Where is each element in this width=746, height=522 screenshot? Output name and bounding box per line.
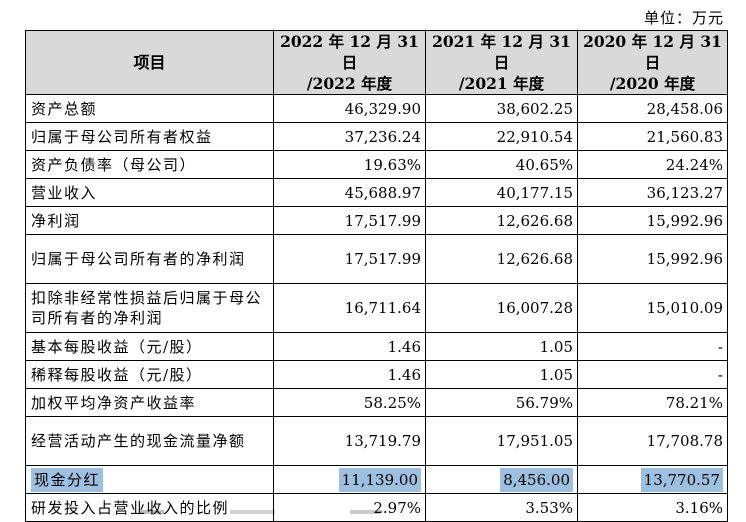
cell-2021: 17,951.05 (425, 416, 578, 466)
row-label: 归属于母公司所有者的净利润 (25, 234, 274, 284)
header-item: 项目 (25, 30, 274, 95)
header-row: 项目 2022 年 12 月 31 日 /2022 年度 2021 年 12 月… (25, 30, 728, 95)
header-col-2022: 2022 年 12 月 31 日 /2022 年度 (273, 30, 426, 95)
row-label: 净利润 (25, 206, 274, 235)
row-label: 基本每股收益（元/股） (25, 332, 274, 361)
row-label: 稀释每股收益（元/股） (25, 360, 274, 389)
row-revenue: 营业收入 45,688.97 40,177.15 36,123.27 (25, 178, 728, 207)
cell-2020: 28,458.06 (577, 94, 728, 123)
cell-2020: 36,123.27 (577, 178, 728, 207)
cell-2021: 16,007.28 (425, 283, 578, 333)
cell-2022: 13,719.79 (273, 416, 426, 466)
cell-2022: 17,517.99 (273, 234, 426, 284)
cell-2022: 19.63% (273, 150, 426, 179)
cell-2022: 17,517.99 (273, 206, 426, 235)
header-col-2021-line2: /2021 年度 (458, 74, 545, 93)
cell-2021: 1.05 (425, 332, 578, 361)
cell-2022: 46,329.90 (273, 94, 426, 123)
cell-2021: 12,626.68 (425, 234, 578, 284)
row-parent-equity: 归属于母公司所有者权益 37,236.24 22,910.54 21,560.8… (25, 122, 728, 151)
row-debt-ratio: 资产负债率（母公司） 19.63% 40.65% 24.24% (25, 150, 728, 179)
cell-2022: 58.25% (273, 388, 426, 417)
row-cash-dividend: 现金分红 11,139.00 8,456.00 13,770.57 (25, 465, 728, 494)
cell-2021: 22,910.54 (425, 122, 578, 151)
cell-2020: 24.24% (577, 150, 728, 179)
header-col-2022-line1: 2022 年 12 月 31 日 (280, 32, 419, 72)
header-col-2021-line1: 2021 年 12 月 31 日 (432, 32, 571, 72)
cell-2021: 40,177.15 (425, 178, 578, 207)
header-col-2021: 2021 年 12 月 31 日 /2021 年度 (425, 30, 578, 95)
row-label: 经营活动产生的现金流量净额 (25, 416, 274, 466)
header-col-2022-line2: /2022 年度 (306, 74, 393, 93)
row-operating-cash-flow: 经营活动产生的现金流量净额 13,719.79 17,951.05 17,708… (25, 416, 728, 466)
row-roe: 加权平均净资产收益率 58.25% 56.79% 78.21% (25, 388, 728, 417)
cell-2022: 16,711.64 (273, 283, 426, 333)
cell-2020: - (577, 332, 728, 361)
cell-2020: - (577, 360, 728, 389)
cell-2020-highlight: 13,770.57 (640, 467, 723, 492)
cell-2020: 21,560.83 (577, 122, 728, 151)
row-label-highlight: 现金分红 (31, 467, 104, 492)
row-label: 营业收入 (25, 178, 274, 207)
cell-2021: 1.05 (425, 360, 578, 389)
cell-2020: 3.16% (577, 493, 728, 522)
cell-2021: 56.79% (425, 388, 578, 417)
financial-table: 项目 2022 年 12 月 31 日 /2022 年度 2021 年 12 月… (25, 30, 728, 522)
cell-2022: 1.46 (273, 332, 426, 361)
row-basic-eps: 基本每股收益（元/股） 1.46 1.05 - (25, 332, 728, 361)
row-rd-ratio: 研发投入占营业收入的比例 2.97% 3.53% 3.16% (25, 493, 728, 522)
unit-label: 单位：万元 (643, 9, 724, 27)
cell-2022: 1.46 (273, 360, 426, 389)
row-deducted-net-profit: 扣除非经常性损益后归属于母公司所有者的净利润 16,711.64 16,007.… (25, 283, 728, 333)
cell-2021: 38,602.25 (425, 94, 578, 123)
cell-2022-highlight: 11,139.00 (338, 467, 421, 492)
cell-2021: 40.65% (425, 150, 578, 179)
cell-2020: 17,708.78 (577, 416, 728, 466)
row-total-assets: 资产总额 46,329.90 38,602.25 28,458.06 (25, 94, 728, 123)
cell-2020: 15,010.09 (577, 283, 728, 333)
cell-2020: 78.21% (577, 388, 728, 417)
row-label: 扣除非经常性损益后归属于母公司所有者的净利润 (25, 283, 274, 333)
row-label: 资产总额 (25, 94, 274, 123)
cell-2022: 45,688.97 (273, 178, 426, 207)
row-diluted-eps: 稀释每股收益（元/股） 1.46 1.05 - (25, 360, 728, 389)
cell-2021: 8,456.00 (425, 465, 578, 494)
cell-2020: 15,992.96 (577, 206, 728, 235)
header-col-2020: 2020 年 12 月 31 日 /2020 年度 (577, 30, 728, 95)
row-label: 资产负债率（母公司） (25, 150, 274, 179)
header-col-2020-line2: /2020 年度 (609, 74, 696, 93)
row-label: 研发投入占营业收入的比例 (25, 493, 274, 522)
cell-2021-highlight: 8,456.00 (500, 467, 573, 492)
cell-2021: 3.53% (425, 493, 578, 522)
cell-2020: 13,770.57 (577, 465, 728, 494)
row-net-profit: 净利润 17,517.99 12,626.68 15,992.96 (25, 206, 728, 235)
row-label: 归属于母公司所有者权益 (25, 122, 274, 151)
cut-off-text-strip (140, 510, 440, 514)
row-label: 加权平均净资产收益率 (25, 388, 274, 417)
row-parent-net-profit: 归属于母公司所有者的净利润 17,517.99 12,626.68 15,992… (25, 234, 728, 284)
cell-2022: 11,139.00 (273, 465, 426, 494)
cell-2022: 2.97% (273, 493, 426, 522)
header-col-2020-line1: 2020 年 12 月 31 日 (583, 32, 722, 72)
row-label-cell: 现金分红 (25, 465, 274, 494)
cell-2022: 37,236.24 (273, 122, 426, 151)
cell-2020: 15,992.96 (577, 234, 728, 284)
cell-2021: 12,626.68 (425, 206, 578, 235)
